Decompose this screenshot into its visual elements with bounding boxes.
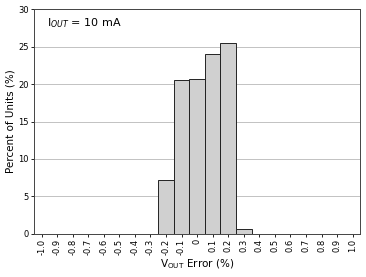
Bar <box>205 54 220 234</box>
X-axis label: V$_{\mathregular{OUT}}$ Error (%): V$_{\mathregular{OUT}}$ Error (%) <box>160 258 234 271</box>
Bar <box>158 180 174 234</box>
Y-axis label: Percent of Units (%): Percent of Units (%) <box>5 70 16 173</box>
Bar <box>220 43 236 234</box>
Bar <box>174 80 189 234</box>
Bar <box>236 229 251 234</box>
Text: I$_{OUT}$ = 10 mA: I$_{OUT}$ = 10 mA <box>47 16 122 30</box>
Bar <box>189 79 205 234</box>
